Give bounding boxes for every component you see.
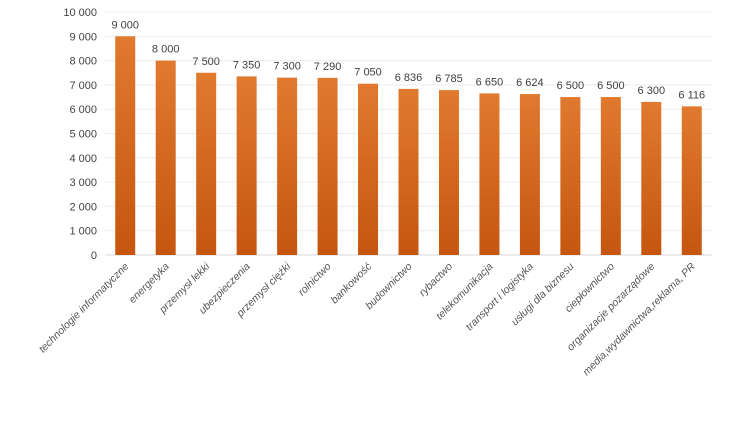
y-tick-label: 6 000 [69,104,97,116]
y-tick-label: 10 000 [63,7,97,19]
y-tick-label: 5 000 [69,129,97,141]
bar [277,77,298,255]
y-tick-label: 9 000 [69,31,97,43]
y-tick-label: 1 000 [69,226,97,238]
x-tick-label: rolnictwo [296,261,334,299]
data-label: 7 500 [192,56,220,68]
data-label: 7 050 [354,67,382,79]
x-tick-label: technologie informatyczne [37,261,132,356]
bar [438,90,459,255]
bar [479,93,500,255]
bar [358,83,379,255]
data-label: 6 650 [476,76,504,88]
data-label: 6 836 [395,72,423,84]
data-label: 6 785 [435,73,463,85]
x-tick-label: rybactwo [417,261,455,299]
y-tick-label: 2 000 [69,201,97,213]
bar [641,101,662,255]
bar [236,76,257,256]
bar [519,94,540,255]
data-label: 8 000 [152,44,180,56]
bar [560,97,581,255]
data-label: 6 500 [597,80,625,92]
y-tick-label: 8 000 [69,56,97,68]
data-label: 7 290 [314,61,342,73]
bar [196,72,217,255]
data-label: 7 350 [233,59,261,71]
data-label: 6 116 [678,89,705,101]
y-tick-label: 0 [91,250,97,262]
data-label: 9 000 [111,19,139,31]
y-tick-label: 4 000 [69,153,97,165]
bar [115,36,136,255]
y-tick-label: 7 000 [69,80,97,92]
bar [600,97,621,255]
data-label: 6 624 [516,77,544,89]
bar [155,60,176,255]
data-label: 6 500 [557,80,585,92]
data-label: 7 300 [273,61,301,73]
y-tick-label: 3 000 [69,177,97,189]
bar [681,106,702,256]
bar [317,77,338,255]
x-tick-label: transport i logistyka [464,261,537,334]
data-label: 6 300 [638,85,666,97]
bar [398,88,419,256]
